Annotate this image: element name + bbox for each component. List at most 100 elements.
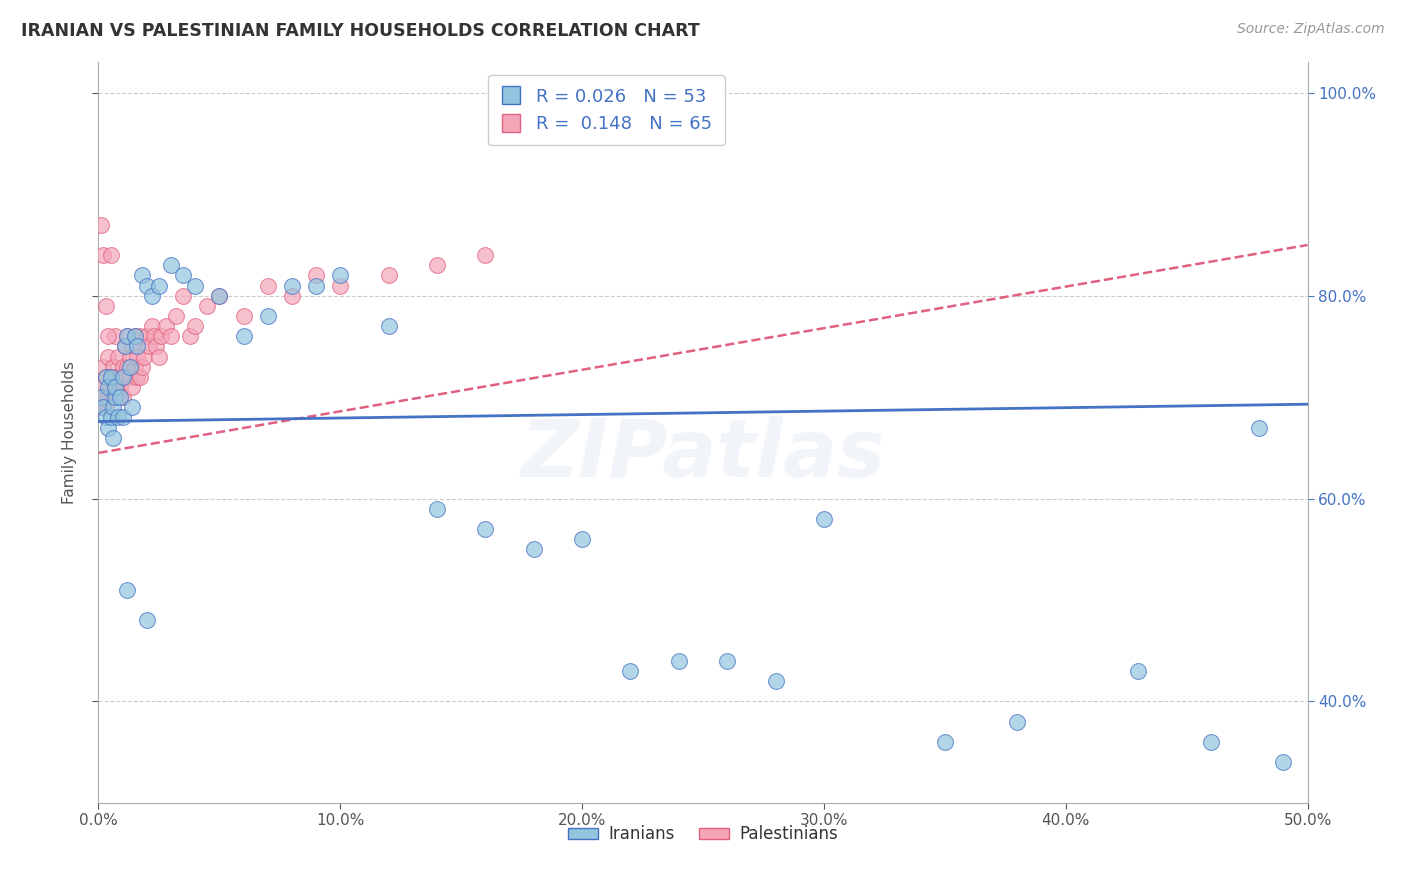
- Point: [305, 268, 328, 283]
- Point: [426, 501, 449, 516]
- Point: [121, 401, 143, 415]
- Point: [329, 278, 352, 293]
- Point: [101, 431, 124, 445]
- Point: [668, 654, 690, 668]
- Point: [90, 401, 112, 415]
- Point: [97, 390, 120, 404]
- Point: [104, 380, 127, 394]
- Point: [114, 369, 136, 384]
- Point: [94, 401, 117, 415]
- Point: [934, 735, 956, 749]
- Point: [155, 319, 177, 334]
- Point: [91, 401, 114, 415]
- Point: [118, 369, 141, 384]
- Point: [94, 410, 117, 425]
- Point: [377, 319, 399, 334]
- Point: [256, 309, 278, 323]
- Point: [141, 289, 163, 303]
- Text: ZIPatlas: ZIPatlas: [520, 416, 886, 494]
- Point: [104, 390, 127, 404]
- Point: [179, 329, 201, 343]
- Point: [1249, 420, 1271, 434]
- Point: [111, 369, 134, 384]
- Point: [160, 258, 183, 272]
- Point: [716, 654, 738, 668]
- Point: [184, 319, 207, 334]
- Point: [104, 329, 127, 343]
- Point: [90, 380, 112, 394]
- Point: [94, 369, 117, 384]
- Point: [377, 268, 399, 283]
- Point: [765, 674, 787, 689]
- Point: [135, 329, 157, 343]
- Point: [523, 542, 546, 557]
- Point: [232, 309, 254, 323]
- Point: [1272, 756, 1295, 770]
- Point: [94, 299, 117, 313]
- Point: [128, 329, 150, 343]
- Point: [281, 289, 304, 303]
- Point: [148, 278, 170, 293]
- Point: [426, 258, 449, 272]
- Text: IRANIAN VS PALESTINIAN FAMILY HOUSEHOLDS CORRELATION CHART: IRANIAN VS PALESTINIAN FAMILY HOUSEHOLDS…: [21, 22, 700, 40]
- Point: [208, 289, 231, 303]
- Point: [135, 613, 157, 627]
- Point: [131, 268, 153, 283]
- Point: [100, 380, 122, 394]
- Point: [329, 268, 352, 283]
- Point: [127, 369, 149, 384]
- Point: [104, 380, 127, 394]
- Point: [117, 582, 139, 597]
- Point: [474, 248, 496, 262]
- Point: [281, 278, 304, 293]
- Legend: Iranians, Palestinians: Iranians, Palestinians: [561, 819, 845, 850]
- Point: [100, 369, 122, 384]
- Point: [1128, 664, 1150, 678]
- Point: [94, 369, 117, 384]
- Point: [107, 410, 129, 425]
- Point: [91, 359, 114, 374]
- Point: [100, 410, 122, 425]
- Point: [114, 339, 136, 353]
- Point: [107, 350, 129, 364]
- Point: [90, 218, 112, 232]
- Point: [127, 350, 149, 364]
- Point: [100, 369, 122, 384]
- Point: [90, 390, 112, 404]
- Point: [571, 532, 593, 546]
- Point: [232, 329, 254, 343]
- Point: [124, 329, 146, 343]
- Point: [121, 339, 143, 353]
- Point: [117, 329, 139, 343]
- Point: [135, 278, 157, 293]
- Point: [165, 309, 187, 323]
- Point: [121, 380, 143, 394]
- Point: [138, 339, 160, 353]
- Point: [208, 289, 231, 303]
- Text: Source: ZipAtlas.com: Source: ZipAtlas.com: [1237, 22, 1385, 37]
- Point: [124, 359, 146, 374]
- Point: [134, 350, 156, 364]
- Point: [97, 350, 120, 364]
- Point: [97, 380, 120, 394]
- Point: [108, 369, 131, 384]
- Point: [101, 359, 124, 374]
- Point: [131, 359, 153, 374]
- Point: [117, 329, 139, 343]
- Point: [97, 420, 120, 434]
- Point: [101, 390, 124, 404]
- Point: [474, 522, 496, 536]
- Point: [111, 390, 134, 404]
- Point: [172, 268, 194, 283]
- Point: [111, 410, 134, 425]
- Point: [91, 390, 114, 404]
- Point: [143, 329, 166, 343]
- Point: [108, 390, 131, 404]
- Point: [107, 390, 129, 404]
- Point: [117, 359, 139, 374]
- Y-axis label: Family Households: Family Households: [62, 361, 77, 504]
- Point: [1199, 735, 1222, 749]
- Point: [91, 248, 114, 262]
- Point: [124, 329, 146, 343]
- Point: [160, 329, 183, 343]
